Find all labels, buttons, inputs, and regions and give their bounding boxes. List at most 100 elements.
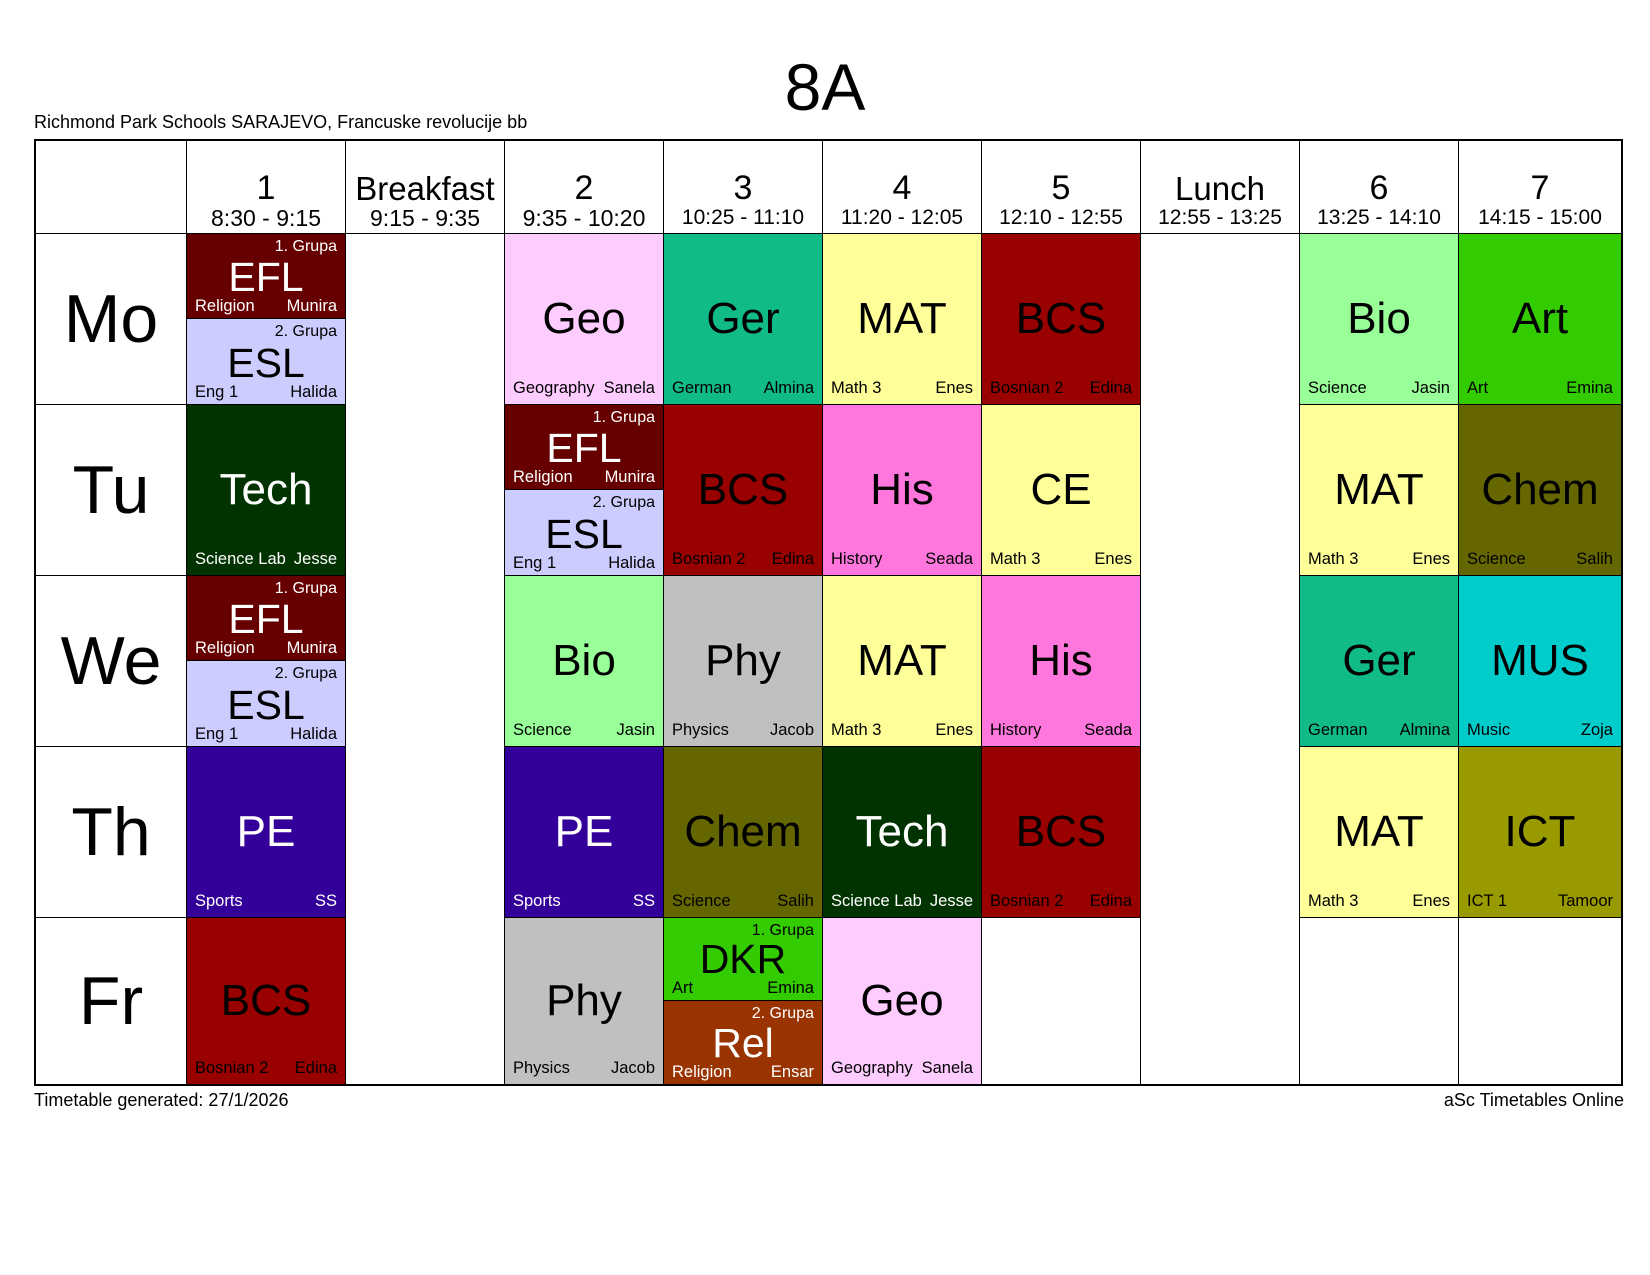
teacher-label: Munira xyxy=(286,639,337,657)
lesson-fr-p4[interactable]: Geo Geography Sanela xyxy=(823,918,982,1084)
lesson-mo-p7[interactable]: Art Art Emina xyxy=(1459,234,1621,405)
room-label: Art xyxy=(672,979,694,997)
period-header-4: 4 11:20 - 12:05 xyxy=(823,141,982,234)
lesson-th-p5[interactable]: BCS Bosnian 2 Edina xyxy=(982,747,1141,918)
teacher-label: Enes xyxy=(1412,550,1450,568)
subject-abbr: His xyxy=(1029,636,1093,685)
lesson-group-2[interactable]: 2. Grupa ESL Eng 1 Halida xyxy=(187,319,345,404)
subject-abbr: PE xyxy=(236,807,296,856)
subject-abbr: ESL xyxy=(545,511,623,557)
room-label: ICT 1 xyxy=(1467,892,1508,910)
room-label: Geography xyxy=(513,379,595,397)
lesson-group-1[interactable]: 1. Grupa DKR Art Emina xyxy=(664,918,822,1001)
group-label: 2. Grupa xyxy=(274,323,337,340)
period-header-2: 2 9:35 - 10:20 xyxy=(505,141,664,234)
teacher-label: Edina xyxy=(1089,892,1132,910)
lesson-fr-p1[interactable]: BCS Bosnian 2 Edina xyxy=(187,918,346,1084)
lesson-mo-p6[interactable]: Bio Science Jasin xyxy=(1300,234,1459,405)
subject-abbr: Phy xyxy=(546,976,622,1025)
lesson-group-2[interactable]: 2. Grupa ESL Eng 1 Halida xyxy=(187,661,345,746)
lesson-tu-p7[interactable]: Chem Science Salih xyxy=(1459,405,1621,576)
subject-abbr: MUS xyxy=(1491,636,1589,685)
friday-p6-empty xyxy=(1300,918,1459,1084)
lesson-th-p7[interactable]: ICT ICT 1 Tamoor xyxy=(1459,747,1621,918)
subject-abbr: His xyxy=(870,465,934,514)
subject-abbr: CE xyxy=(1030,465,1092,514)
period-header-6: 6 13:25 - 14:10 xyxy=(1300,141,1459,234)
period-number: 6 xyxy=(1369,169,1389,207)
room-label: Bosnian 2 xyxy=(990,379,1064,397)
lesson-mo-p3[interactable]: Ger German Almina xyxy=(664,234,823,405)
lesson-th-p4[interactable]: Tech Science Lab Jesse xyxy=(823,747,982,918)
subject-abbr: Phy xyxy=(705,636,781,685)
subject-abbr: ESL xyxy=(227,340,305,386)
period-time: 8:30 - 9:15 xyxy=(211,205,321,231)
lesson-th-p3[interactable]: Chem Science Salih xyxy=(664,747,823,918)
subject-abbr: Bio xyxy=(1347,294,1411,343)
lesson-group-1[interactable]: 1. Grupa EFL Religion Munira xyxy=(187,576,345,661)
lesson-we-p3[interactable]: Phy Physics Jacob xyxy=(664,576,823,747)
room-label: Science xyxy=(513,721,572,739)
day-label-fr: Fr xyxy=(36,918,187,1084)
lesson-we-p2[interactable]: Bio Science Jasin xyxy=(505,576,664,747)
school-name: Richmond Park Schools SARAJEVO, Francusk… xyxy=(34,112,528,132)
lesson-we-p1[interactable]: 1. Grupa EFL Religion Munira 2. Grupa ES… xyxy=(187,576,346,747)
lesson-tu-p1[interactable]: Tech Science Lab Jesse xyxy=(187,405,346,576)
lesson-we-p6[interactable]: Ger German Almina xyxy=(1300,576,1459,747)
subject-abbr: Tech xyxy=(219,465,313,514)
teacher-label: Jacob xyxy=(769,721,814,739)
room-label: Math 3 xyxy=(831,379,882,397)
lesson-th-p1[interactable]: PE Sports SS xyxy=(187,747,346,918)
period-time: 13:25 - 14:10 xyxy=(1317,206,1441,229)
teacher-label: Enes xyxy=(935,721,973,739)
subject-abbr: PE xyxy=(554,807,614,856)
timetable-grid: 1 8:30 - 9:15 Breakfast 9:15 - 9:35 2 9:35 … xyxy=(34,139,1623,1086)
room-label: Math 3 xyxy=(1308,892,1359,910)
breakfast-column xyxy=(346,234,505,1084)
lesson-group-2[interactable]: 2. Grupa Rel Religion Ensar xyxy=(664,1001,822,1084)
subject-abbr: BCS xyxy=(1015,294,1107,343)
lesson-we-p5[interactable]: His History Seada xyxy=(982,576,1141,747)
room-label: Science xyxy=(1467,550,1526,568)
period-time: 12:10 - 12:55 xyxy=(999,206,1123,229)
generated-date: Timetable generated: 27/1/2026 xyxy=(34,1090,289,1110)
lesson-mo-p4[interactable]: MAT Math 3 Enes xyxy=(823,234,982,405)
lesson-tu-p2[interactable]: 1. Grupa EFL Religion Munira 2. Grupa ES… xyxy=(505,405,664,576)
lesson-tu-p3[interactable]: BCS Bosnian 2 Edina xyxy=(664,405,823,576)
period-number: 5 xyxy=(1051,169,1071,207)
lesson-group-1[interactable]: 1. Grupa EFL Religion Munira xyxy=(505,405,663,490)
lesson-tu-p5[interactable]: CE Math 3 Enes xyxy=(982,405,1141,576)
lesson-mo-p5[interactable]: BCS Bosnian 2 Edina xyxy=(982,234,1141,405)
lesson-mo-p2[interactable]: Geo Geography Sanela xyxy=(505,234,664,405)
lesson-tu-p6[interactable]: MAT Math 3 Enes xyxy=(1300,405,1459,576)
period-time: 9:15 - 9:35 xyxy=(370,205,480,231)
period-time: 14:15 - 15:00 xyxy=(1478,206,1602,229)
teacher-label: Salih xyxy=(777,892,814,910)
lesson-th-p6[interactable]: MAT Math 3 Enes xyxy=(1300,747,1459,918)
room-label: Science xyxy=(672,892,731,910)
lesson-group-1[interactable]: 1. Grupa EFL Religion Munira xyxy=(187,234,345,319)
lesson-fr-p2[interactable]: Phy Physics Jacob xyxy=(505,918,664,1084)
subject-abbr: BCS xyxy=(220,976,312,1025)
lesson-mo-p1[interactable]: 1. Grupa EFL Religion Munira 2. Grupa ES… xyxy=(187,234,346,405)
teacher-label: SS xyxy=(632,892,655,910)
lesson-tu-p4[interactable]: His History Seada xyxy=(823,405,982,576)
lesson-we-p4[interactable]: MAT Math 3 Enes xyxy=(823,576,982,747)
teacher-label: Salih xyxy=(1576,550,1613,568)
subject-abbr: Geo xyxy=(860,976,944,1025)
room-label: Religion xyxy=(195,297,255,315)
room-label: German xyxy=(1308,721,1368,739)
room-label: Math 3 xyxy=(831,721,882,739)
lesson-we-p7[interactable]: MUS Music Zoja xyxy=(1459,576,1621,747)
subject-abbr: Geo xyxy=(542,294,626,343)
teacher-label: Sanela xyxy=(921,1059,973,1077)
room-label: Religion xyxy=(513,468,573,486)
period-header-3: 3 10:25 - 11:10 xyxy=(664,141,823,234)
group-label: 1. Grupa xyxy=(592,409,655,426)
lesson-group-2[interactable]: 2. Grupa ESL Eng 1 Halida xyxy=(505,490,663,575)
lesson-fr-p3[interactable]: 1. Grupa DKR Art Emina 2. Grupa Rel Reli… xyxy=(664,918,823,1084)
teacher-label: Edina xyxy=(1089,379,1132,397)
room-label: Eng 1 xyxy=(195,725,239,743)
lesson-th-p2[interactable]: PE Sports SS xyxy=(505,747,664,918)
subject-abbr: Tech xyxy=(855,807,949,856)
